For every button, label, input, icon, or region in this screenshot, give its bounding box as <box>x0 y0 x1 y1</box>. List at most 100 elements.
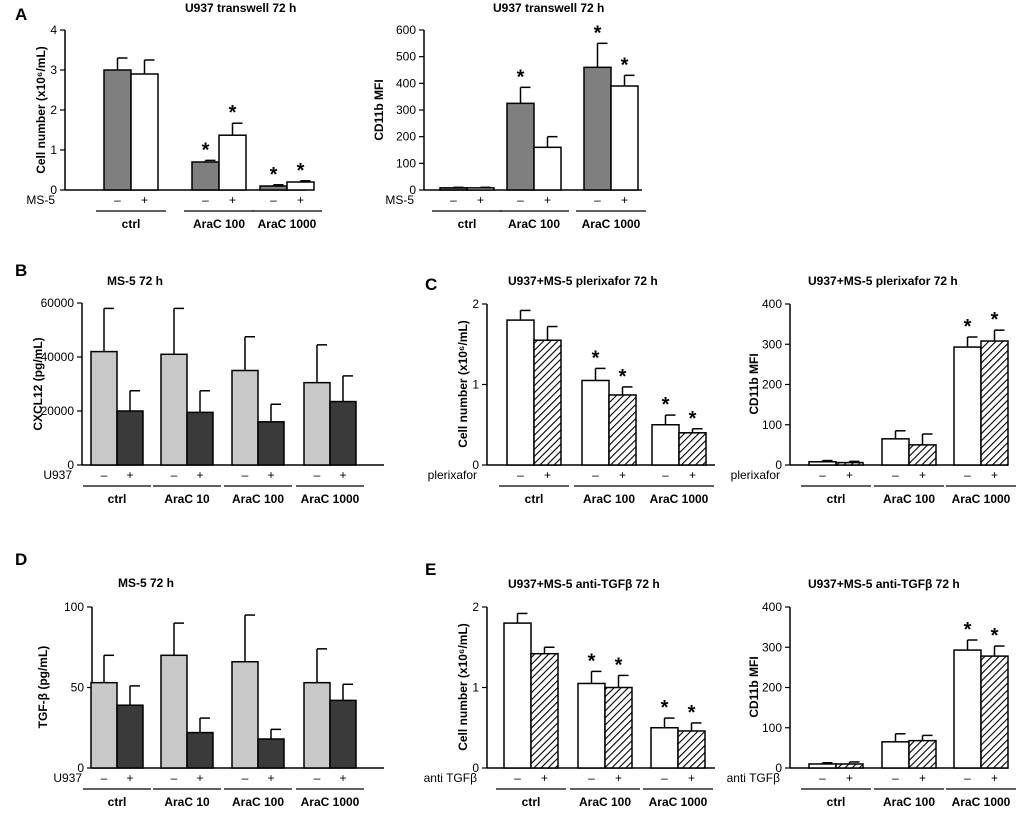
category-label: ctrl <box>108 795 127 809</box>
bar <box>650 727 679 769</box>
y-tick-label: 1 <box>472 681 479 695</box>
y-tick-label: 0 <box>50 183 57 197</box>
bar <box>980 655 1009 769</box>
panel-label: C <box>425 275 437 294</box>
factor-level-plus: + <box>846 468 853 482</box>
y-tick-label: 100 <box>762 418 782 432</box>
category-label: AraC 10 <box>164 795 210 809</box>
category-label: AraC 1000 <box>650 492 709 506</box>
bar <box>116 410 144 466</box>
factor-level-minus: – <box>514 771 521 785</box>
chart-title: U937+MS-5 anti-TGFβ 72 h <box>808 577 960 591</box>
significance-marker: * <box>662 394 670 416</box>
bar <box>303 381 331 466</box>
panel-label: E <box>425 560 436 579</box>
factor-level-plus: + <box>196 771 203 785</box>
significance-marker: * <box>615 654 623 676</box>
category-label: AraC 100 <box>579 795 631 809</box>
significance-marker: * <box>270 164 278 186</box>
chart-title: MS-5 72 h <box>118 576 174 590</box>
factor-level-minus: – <box>242 771 249 785</box>
factor-level-plus: + <box>126 468 133 482</box>
chart-a2: U937 transwell 72 h 0 100 200 300 400 500 600 CD… <box>372 1 646 231</box>
factor-level-plus: + <box>621 193 628 207</box>
bar <box>160 353 188 466</box>
panel-label: B <box>15 261 27 280</box>
y-tick-label: 0 <box>775 458 782 472</box>
factor-level-minus: – <box>517 193 524 207</box>
significance-marker: * <box>964 316 972 338</box>
significance-marker: * <box>229 102 237 124</box>
factor-level-plus: + <box>477 193 484 207</box>
factor-level-minus: – <box>964 468 971 482</box>
bar <box>908 444 937 466</box>
category-label: AraC 1000 <box>952 492 1011 506</box>
bar <box>506 319 535 466</box>
bar <box>186 411 214 466</box>
bar <box>303 681 331 769</box>
y-tick-label: 0 <box>775 761 782 775</box>
factor-level-plus: + <box>541 771 548 785</box>
bar <box>533 146 562 191</box>
factor-level-plus: + <box>339 771 346 785</box>
y-tick-label: 400 <box>762 600 782 614</box>
panel-label: A <box>15 5 27 24</box>
y-tick-label: 2 <box>472 600 479 614</box>
factor-level-plus: + <box>229 193 236 207</box>
significance-marker: * <box>688 702 696 724</box>
factor-level-minus: – <box>101 771 108 785</box>
category-label: ctrl <box>108 492 127 506</box>
significance-marker: * <box>202 139 210 161</box>
y-tick-label: 400 <box>762 297 782 311</box>
factor-level-plus: + <box>544 193 551 207</box>
y-tick-label: 300 <box>762 337 782 351</box>
category-label: AraC 100 <box>193 217 245 231</box>
significance-marker: * <box>517 66 525 88</box>
bar <box>608 394 637 466</box>
category-label: AraC 1000 <box>649 795 708 809</box>
y-tick-label: 100 <box>396 156 416 170</box>
chart-title: U937+MS-5 plerixafor 72 h <box>508 274 658 288</box>
y-axis-label: Cell number (x10⁶/mL) <box>456 623 470 751</box>
factor-level-minus: – <box>114 193 121 207</box>
bar <box>577 682 606 769</box>
significance-marker: * <box>592 347 600 369</box>
category-label: AraC 1000 <box>582 217 641 231</box>
factor-label: MS-5 <box>385 193 414 207</box>
y-tick-label: 60000 <box>41 296 75 310</box>
bar <box>218 134 247 191</box>
factor-level-plus: + <box>544 468 551 482</box>
y-tick-label: 20000 <box>41 404 75 418</box>
significance-marker: * <box>689 408 697 430</box>
chart-b: B MS-5 72 h 0 20000 40000 60000 CXCL12 (pg/mL)… <box>15 261 384 506</box>
category-label: AraC 10 <box>164 492 210 506</box>
factor-level-minus: – <box>101 468 108 482</box>
factor-level-plus: + <box>991 468 998 482</box>
category-label: AraC 1000 <box>952 795 1011 809</box>
factor-level-plus: + <box>615 771 622 785</box>
chart-title: U937 transwell 72 h <box>185 1 296 15</box>
category-label: ctrl <box>525 492 544 506</box>
y-axis-label: Cell number (x10⁶/mL) <box>34 46 48 174</box>
significance-marker: * <box>594 22 602 44</box>
y-tick-label: 1 <box>50 143 57 157</box>
factor-level-plus: + <box>919 468 926 482</box>
y-axis-label: CXCL12 (pg/mL) <box>31 337 45 430</box>
bar <box>329 400 357 466</box>
y-tick-label: 2 <box>472 297 479 311</box>
bar <box>533 339 562 466</box>
y-tick-label: 200 <box>396 130 416 144</box>
bar <box>503 622 532 769</box>
factor-level-plus: + <box>141 193 148 207</box>
factor-level-minus: – <box>171 771 178 785</box>
bar <box>90 350 118 466</box>
y-tick-label: 0 <box>77 761 84 775</box>
factor-label: U937 <box>53 771 82 785</box>
category-label: ctrl <box>827 492 846 506</box>
bar <box>835 461 864 466</box>
y-tick-label: 200 <box>762 681 782 695</box>
factor-level-plus: + <box>339 468 346 482</box>
factor-level-minus: – <box>662 468 669 482</box>
